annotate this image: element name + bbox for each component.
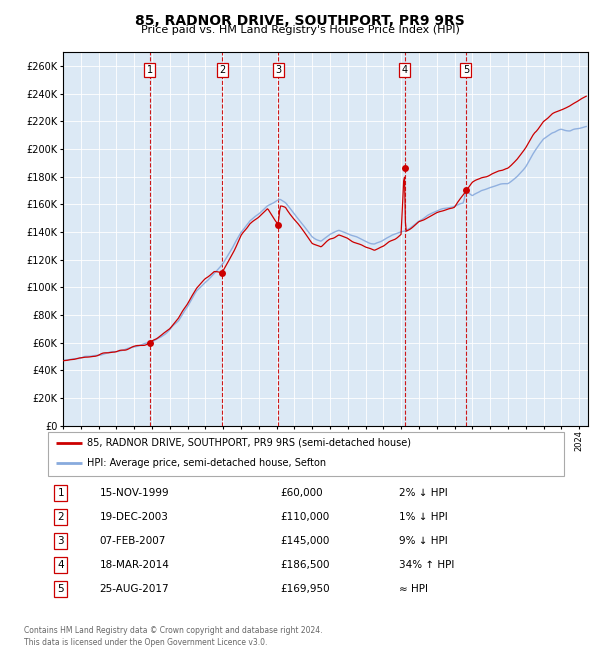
Text: 19-DEC-2003: 19-DEC-2003 bbox=[100, 512, 169, 522]
Text: £186,500: £186,500 bbox=[280, 560, 330, 570]
Text: 5: 5 bbox=[58, 584, 64, 594]
Text: 2% ↓ HPI: 2% ↓ HPI bbox=[399, 488, 448, 498]
Text: 2: 2 bbox=[58, 512, 64, 522]
Text: ≈ HPI: ≈ HPI bbox=[399, 584, 428, 594]
Text: 07-FEB-2007: 07-FEB-2007 bbox=[100, 536, 166, 546]
Text: 5: 5 bbox=[463, 65, 469, 75]
Text: 25-AUG-2017: 25-AUG-2017 bbox=[100, 584, 169, 594]
Text: Contains HM Land Registry data © Crown copyright and database right 2024.
This d: Contains HM Land Registry data © Crown c… bbox=[24, 626, 323, 647]
Text: 1: 1 bbox=[146, 65, 153, 75]
Text: 4: 4 bbox=[58, 560, 64, 570]
Text: 34% ↑ HPI: 34% ↑ HPI bbox=[399, 560, 454, 570]
Text: £60,000: £60,000 bbox=[280, 488, 323, 498]
Text: 1: 1 bbox=[58, 488, 64, 498]
FancyBboxPatch shape bbox=[48, 432, 564, 476]
Text: 4: 4 bbox=[402, 65, 408, 75]
Text: 3: 3 bbox=[58, 536, 64, 546]
Text: 1% ↓ HPI: 1% ↓ HPI bbox=[399, 512, 448, 522]
Text: 9% ↓ HPI: 9% ↓ HPI bbox=[399, 536, 448, 546]
Text: 2: 2 bbox=[220, 65, 226, 75]
Text: £145,000: £145,000 bbox=[280, 536, 329, 546]
Text: Price paid vs. HM Land Registry's House Price Index (HPI): Price paid vs. HM Land Registry's House … bbox=[140, 25, 460, 34]
Text: 85, RADNOR DRIVE, SOUTHPORT, PR9 9RS (semi-detached house): 85, RADNOR DRIVE, SOUTHPORT, PR9 9RS (se… bbox=[86, 437, 410, 448]
Text: £169,950: £169,950 bbox=[280, 584, 330, 594]
Text: HPI: Average price, semi-detached house, Sefton: HPI: Average price, semi-detached house,… bbox=[86, 458, 326, 469]
Text: 3: 3 bbox=[275, 65, 281, 75]
Text: 18-MAR-2014: 18-MAR-2014 bbox=[100, 560, 169, 570]
Text: £110,000: £110,000 bbox=[280, 512, 329, 522]
Text: 85, RADNOR DRIVE, SOUTHPORT, PR9 9RS: 85, RADNOR DRIVE, SOUTHPORT, PR9 9RS bbox=[135, 14, 465, 28]
Text: 15-NOV-1999: 15-NOV-1999 bbox=[100, 488, 169, 498]
